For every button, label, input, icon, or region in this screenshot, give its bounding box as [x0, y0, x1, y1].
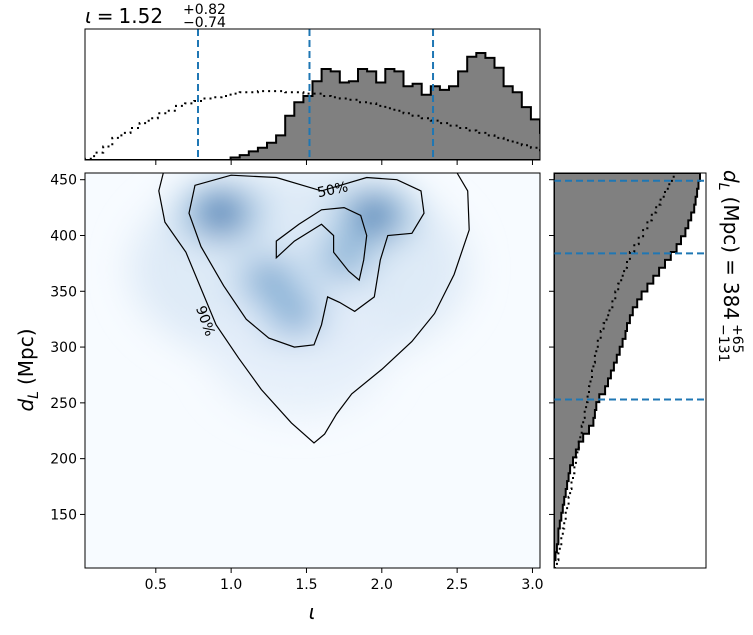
x-tick-label-1: 1.0 — [220, 577, 242, 593]
y-axis-ticks: 150 200 250 300 350 400 450 — [50, 173, 85, 523]
y-tick-label-3: 300 — [50, 340, 77, 356]
joint-posterior-panel: 50%90% 0.5 1.0 1.5 2.0 2.5 3.0 15020025030035… — [14, 172, 544, 624]
y-axis-label-sub: L — [26, 391, 42, 399]
iota-posterior-hist — [85, 52, 540, 160]
x-axis-label: ι — [309, 600, 316, 624]
y-tick-label-5: 400 — [50, 228, 77, 244]
distance-histogram — [554, 173, 706, 568]
dl-minus-error: −131 — [715, 324, 731, 362]
svg-text:dL(Mpc)=384: dL(Mpc)=384 — [715, 170, 743, 320]
x-tick-label-5: 3.0 — [521, 577, 543, 593]
x-axis-ticks: 0.5 1.0 1.5 2.0 2.5 3.0 — [145, 568, 544, 593]
iota-median: 1.52 — [119, 4, 164, 28]
contour-50-outer — [188, 174, 425, 348]
density-peak-3-layer-2 — [277, 298, 312, 329]
iota-summary-label: ι = 1.52 — [85, 4, 163, 28]
y-axis-label-main: d — [14, 399, 38, 412]
y-tick-label-2: 250 — [50, 396, 77, 412]
distance-marginal-panel: dL(Mpc)=384 +65 −131 — [549, 170, 745, 569]
contour-90 — [158, 173, 470, 444]
x-tick-label-0: 0.5 — [145, 577, 167, 593]
iota-symbol: ι — [85, 4, 92, 28]
dl-symbol: d — [719, 170, 743, 183]
credible-contours — [158, 173, 470, 444]
right-axes-frame — [553, 172, 707, 569]
top-axis-ticks — [155, 160, 533, 165]
dl-median: 384 — [719, 282, 743, 320]
iota-minus-error: −0.74 — [183, 15, 226, 31]
dl-posterior-hist — [554, 173, 701, 568]
x-tick-label-3: 2.0 — [371, 577, 393, 593]
dl-plus-error: +65 — [729, 324, 745, 354]
density-peak-2-layer-2 — [251, 264, 287, 296]
density-peak-4-layer-2 — [327, 242, 361, 273]
x-tick-label-4: 2.5 — [446, 577, 468, 593]
y-tick-label-4: 350 — [50, 284, 77, 300]
dl-unit: (Mpc) — [719, 197, 743, 254]
distance-summary-label: dL(Mpc)=384 +65 −131 — [715, 170, 745, 362]
y-tick-label-1: 200 — [50, 452, 77, 468]
density-peak-1-layer-2 — [354, 198, 394, 233]
density-peak-0-layer-2 — [200, 196, 241, 231]
y-tick-label-6: 450 — [50, 173, 77, 189]
main-axes-frame — [84, 172, 541, 569]
iota-histogram — [85, 29, 540, 160]
right-axis-ticks — [549, 179, 554, 515]
y-axis-label: dL (Mpc) — [14, 328, 42, 411]
y-axis-label-unit: (Mpc) — [14, 328, 38, 385]
dl-subscript: L — [715, 183, 731, 191]
top-axes-frame — [84, 28, 541, 161]
iota-marginal-panel: ι = 1.52 +0.82 −0.74 — [84, 2, 541, 165]
contour-label-50: 50% — [316, 179, 350, 201]
y-tick-label-0: 150 — [50, 507, 77, 523]
dl-prior-hist — [554, 173, 675, 568]
x-tick-label-2: 1.5 — [295, 577, 317, 593]
iota-plus-error: +0.82 — [183, 2, 226, 18]
contour-50-inner — [275, 206, 368, 282]
